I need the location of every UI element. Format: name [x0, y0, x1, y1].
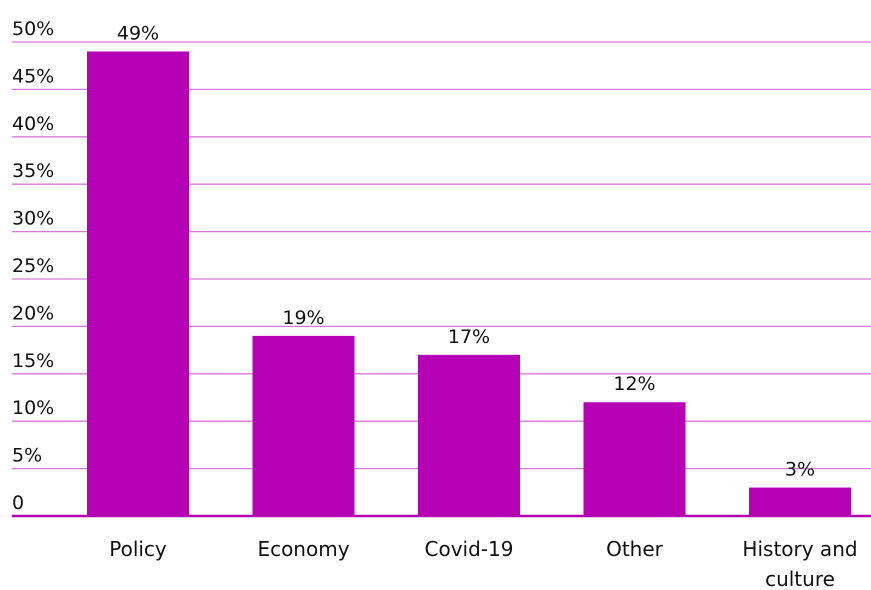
bar	[252, 335, 355, 516]
category-label-line: Other	[606, 537, 664, 561]
category-label-line: Economy	[257, 537, 349, 561]
y-tick-label: 45%	[12, 65, 54, 87]
bar	[418, 354, 520, 516]
category-label: Policy	[109, 537, 167, 561]
x-axis-categories: Policy Economy Covid-19 Other History and cul…	[109, 537, 857, 590]
category-label: Economy	[257, 537, 349, 561]
y-tick-label: 25%	[12, 255, 54, 277]
bar-value-label: 49%	[117, 22, 159, 44]
y-tick-label: 35%	[12, 160, 54, 182]
bar	[87, 51, 189, 516]
category-label-line: History and	[742, 537, 857, 561]
y-tick-label: 50%	[12, 18, 54, 40]
bar	[583, 402, 686, 516]
bar-value-label: 3%	[785, 459, 815, 481]
bars	[87, 51, 851, 516]
category-label-line: culture	[765, 567, 835, 590]
y-tick-label: 40%	[12, 113, 54, 135]
y-tick-label: 15%	[12, 350, 54, 372]
category-label: Other	[606, 537, 664, 561]
bar-value-label: 17%	[448, 326, 490, 348]
y-tick-label: 0	[12, 492, 24, 514]
y-tick-label: 5%	[12, 445, 42, 467]
bar-value-label: 19%	[282, 307, 324, 329]
category-label: History and culture	[742, 537, 857, 590]
category-label-line: Covid-19	[425, 537, 514, 561]
bar	[749, 487, 851, 516]
y-tick-label: 20%	[12, 302, 54, 324]
category-label: Covid-19	[425, 537, 514, 561]
y-axis-ticks: 0 5% 10% 15% 20% 25% 30% 35% 40% 45% 50%	[12, 18, 54, 514]
data-labels: 49% 19% 17% 12% 3%	[117, 22, 815, 480]
y-tick-label: 30%	[12, 208, 54, 230]
y-tick-label: 10%	[12, 397, 54, 419]
category-label-line: Policy	[109, 537, 167, 561]
bar-value-label: 12%	[613, 373, 655, 395]
